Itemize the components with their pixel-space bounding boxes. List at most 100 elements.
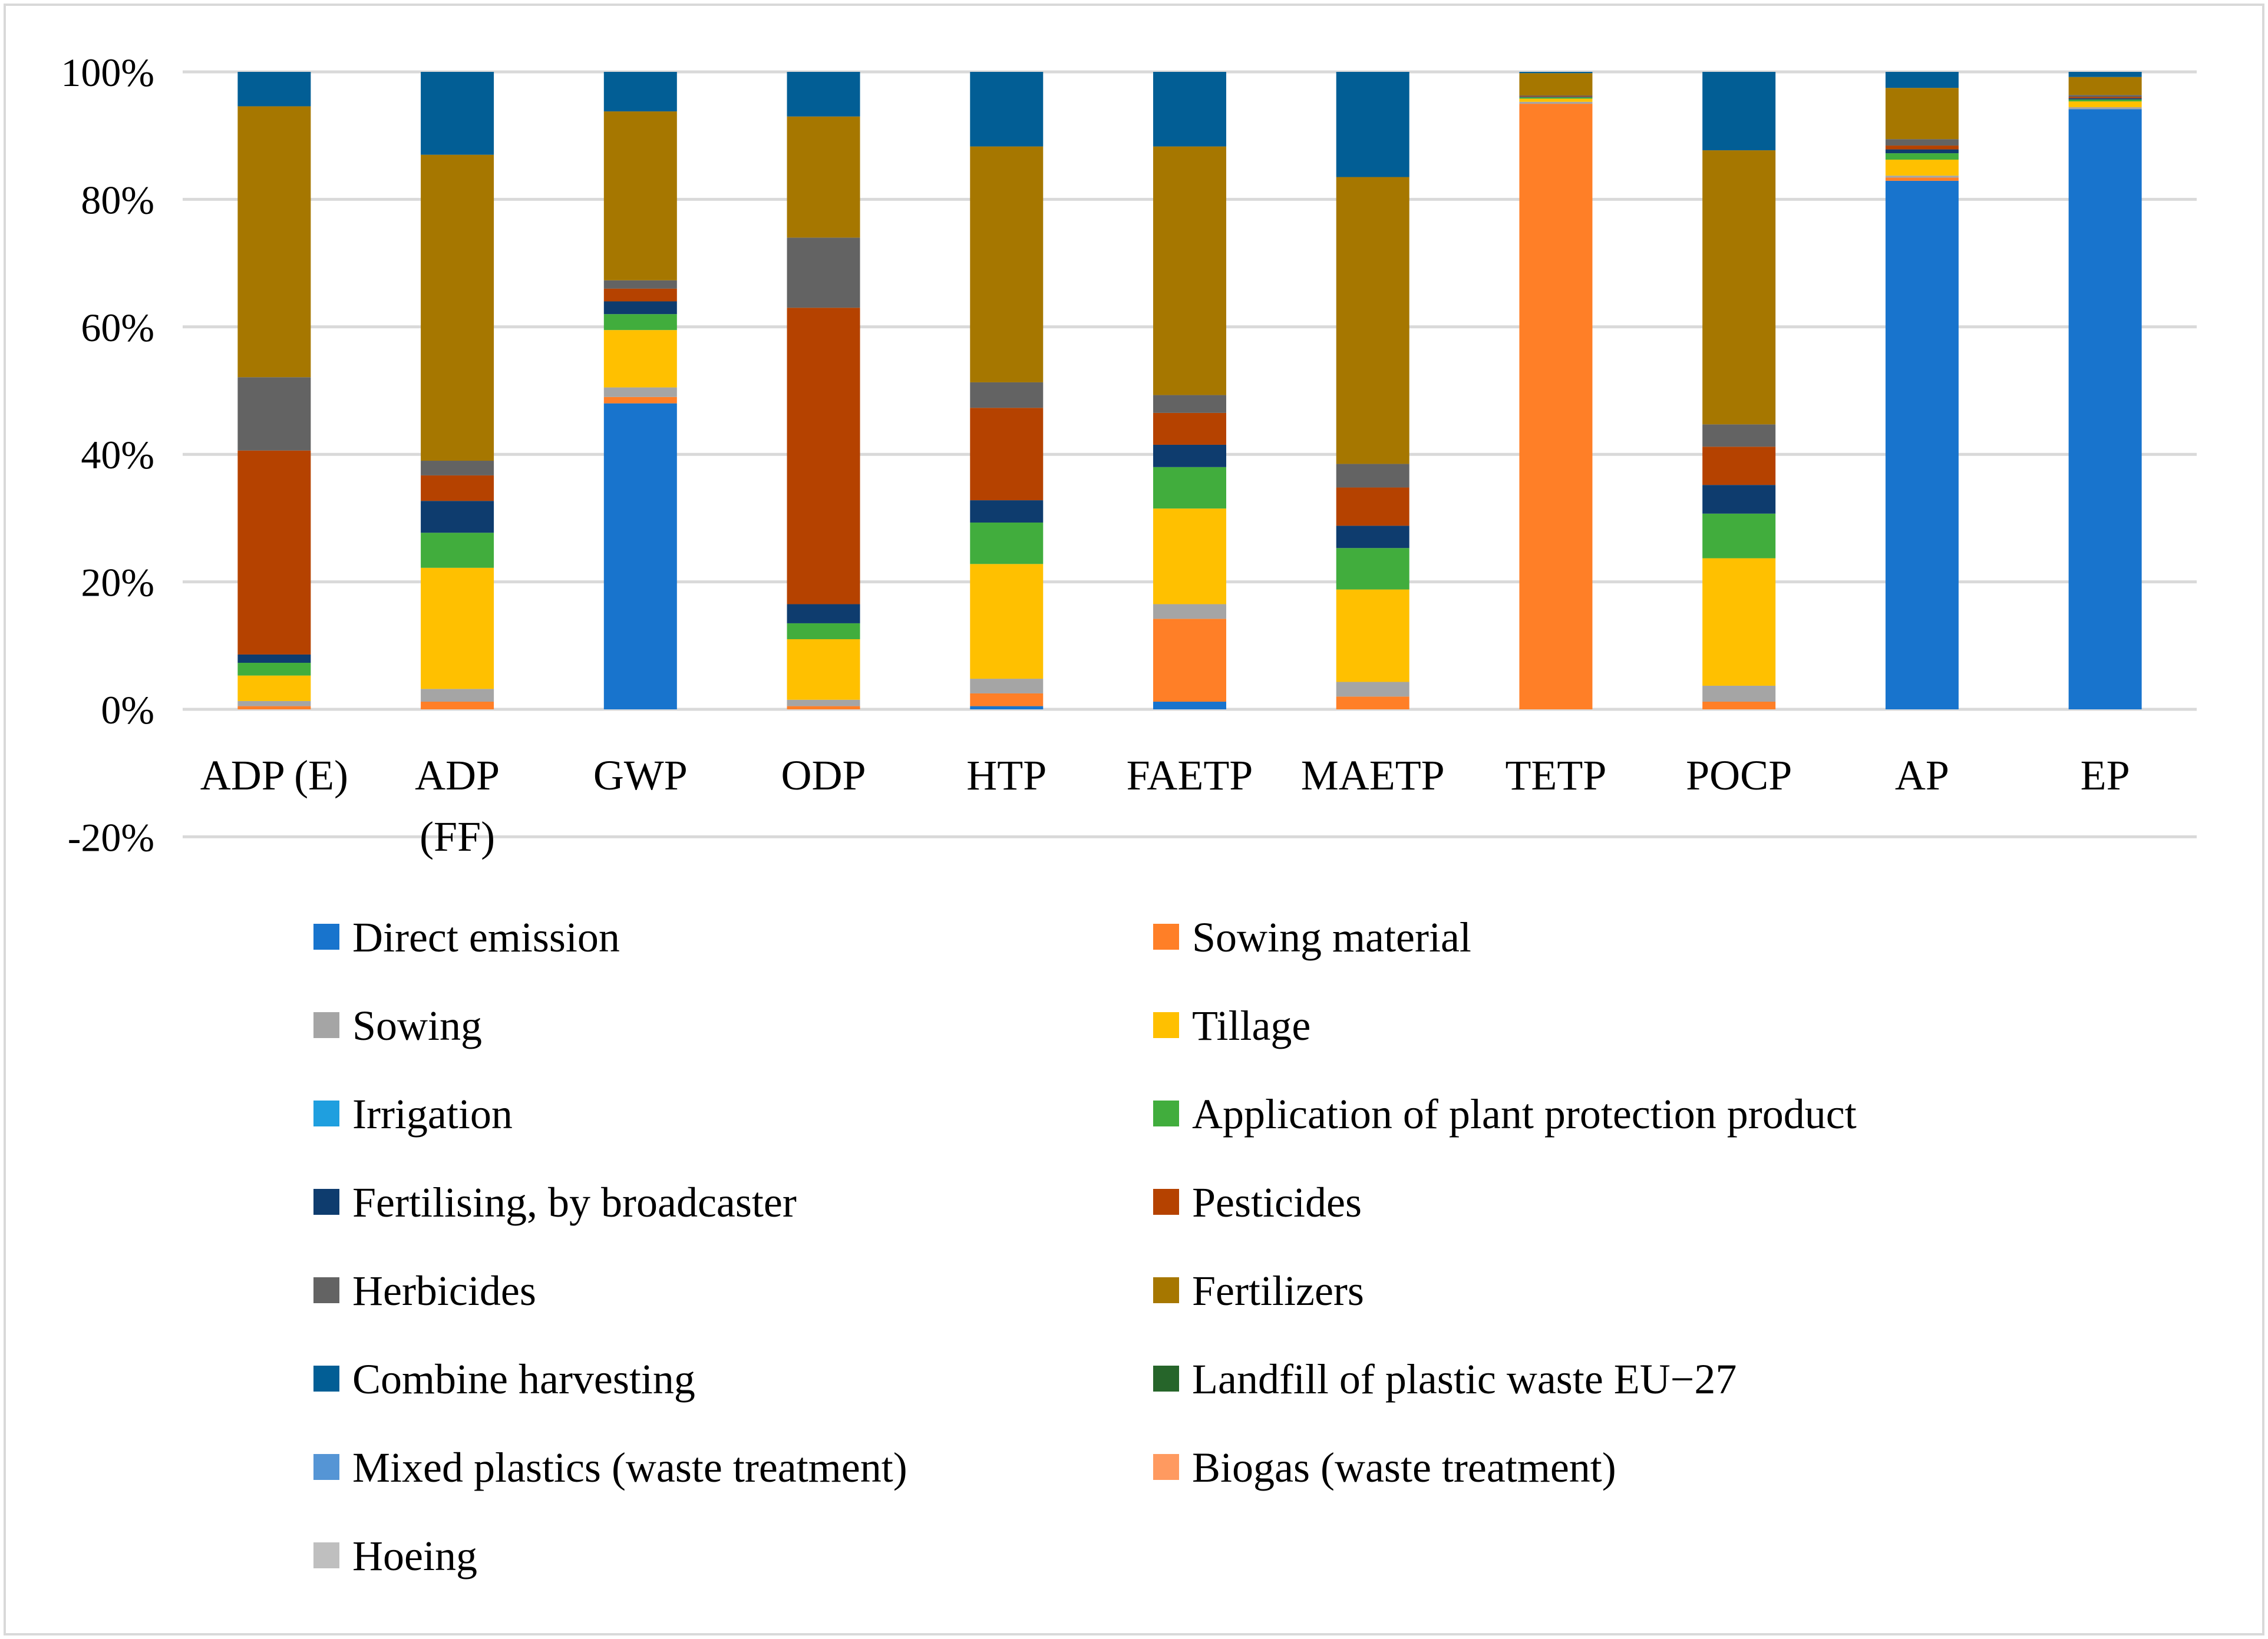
legend-label: Biogas (waste treatment) — [1192, 1444, 1616, 1491]
bar-segment — [1519, 98, 1593, 102]
y-tick-label: 20% — [81, 560, 154, 605]
bar-segment — [970, 408, 1044, 501]
bar-segment — [1885, 176, 1959, 178]
bar-segment — [603, 330, 677, 388]
bar-segment — [421, 501, 494, 533]
legend-item: Pesticides — [1153, 1179, 1362, 1226]
bar-segment — [1885, 180, 1959, 709]
legend-swatch — [1153, 1101, 1179, 1126]
legend-label: Combine harvesting — [352, 1356, 695, 1403]
legend-item: Fertilising, by broadcaster — [313, 1179, 797, 1226]
legend-swatch — [313, 1454, 339, 1480]
y-tick-label: 0% — [101, 688, 154, 732]
legend-swatch — [313, 1542, 339, 1568]
legend-label: Sowing material — [1192, 914, 1471, 961]
bar-segment — [421, 154, 494, 461]
bar-stack — [787, 72, 860, 709]
bar-segment — [2068, 98, 2142, 100]
x-category-label: MAETP — [1301, 752, 1445, 799]
bar-segment — [603, 111, 677, 280]
legend-item: Mixed plastics (waste treatment) — [313, 1444, 907, 1491]
legend-label: Fertilizers — [1192, 1267, 1364, 1314]
x-axis-categories: ADP (E) ADP (FF) GWP ODP HTP FAETP MAETP TETP POC… — [200, 752, 2130, 860]
legend-swatch — [313, 1277, 339, 1303]
bar-segment — [1153, 412, 1226, 445]
bar-segment — [787, 604, 860, 623]
bar-segment — [1153, 72, 1226, 147]
legend-item: Combine harvesting — [313, 1356, 695, 1403]
y-tick-label: 80% — [81, 177, 154, 222]
bar-segment — [603, 288, 677, 302]
legend: Direct emission Sowing material Sowing Till… — [313, 914, 1857, 1579]
bar-segment — [1153, 604, 1226, 619]
legend-label: Sowing — [352, 1002, 482, 1049]
bar-stack — [1153, 72, 1226, 709]
bar-segment — [1153, 702, 1226, 709]
bar-segment — [2068, 97, 2142, 98]
bar-segment — [237, 675, 311, 701]
legend-item: Landfill of plastic waste EU−27 — [1153, 1356, 1737, 1403]
bar-segment — [1153, 146, 1226, 395]
bar-segment — [237, 72, 311, 107]
bar-segment — [1519, 101, 1593, 104]
x-category-label: (FF) — [420, 813, 495, 860]
bar-segment — [1336, 696, 1409, 709]
bar-segment — [1336, 526, 1409, 548]
bar-segment — [2068, 95, 2142, 97]
x-category-label: GWP — [593, 752, 688, 799]
bar-segment — [970, 522, 1044, 564]
bar-segment — [421, 461, 494, 475]
legend-label: Irrigation — [352, 1091, 513, 1138]
bar-stack — [603, 72, 677, 709]
bar-segment — [970, 500, 1044, 523]
bar-segment — [1702, 685, 1776, 702]
legend-label: Landfill of plastic waste EU−27 — [1192, 1356, 1737, 1403]
bar-segment — [1153, 619, 1226, 702]
legend-item: Herbicides — [313, 1267, 536, 1314]
bar-segment — [787, 639, 860, 700]
legend-swatch — [313, 1012, 339, 1038]
bar-segment — [237, 663, 311, 676]
bar-segment — [1519, 104, 1593, 710]
bar-segment — [1336, 177, 1409, 464]
bar-segment — [2068, 77, 2142, 95]
bar-segment — [1153, 467, 1226, 509]
bars — [237, 72, 2142, 710]
legend-item: Hoeing — [313, 1532, 477, 1579]
bar-segment — [1885, 153, 1959, 160]
x-category-label: POCP — [1686, 752, 1792, 799]
bar-segment — [1702, 513, 1776, 559]
legend-item: Fertilizers — [1153, 1267, 1364, 1314]
legend-swatch — [1153, 1277, 1179, 1303]
bar-segment — [237, 106, 311, 378]
x-category-label: ADP (E) — [200, 752, 348, 799]
bar-segment — [1153, 508, 1226, 604]
bar-stack — [237, 72, 311, 709]
bar-stack — [970, 72, 1044, 709]
bar-segment — [237, 377, 311, 451]
x-category-label: EP — [2081, 752, 2130, 799]
bar-segment — [1885, 72, 1959, 88]
bar-segment — [1702, 447, 1776, 485]
bar-segment — [1885, 88, 1959, 140]
bar-segment — [970, 693, 1044, 706]
bar-segment — [237, 700, 311, 706]
bar-segment — [970, 382, 1044, 408]
y-axis-ticks: -20% 0% 20% 40% 60% 80% 100% — [61, 50, 154, 860]
legend-item: Sowing material — [1153, 914, 1471, 961]
legend-swatch — [313, 1366, 339, 1392]
bar-segment — [1519, 97, 1593, 99]
legend-item: Sowing — [313, 1002, 482, 1049]
bar-segment — [1336, 548, 1409, 590]
legend-swatch — [1153, 1454, 1179, 1480]
bar-segment — [787, 72, 860, 117]
x-category-label: AP — [1895, 752, 1949, 799]
bar-segment — [787, 623, 860, 639]
legend-label: Hoeing — [352, 1532, 477, 1579]
bar-stack — [1702, 72, 1776, 709]
bar-segment — [787, 116, 860, 238]
legend-label: Direct emission — [352, 914, 620, 961]
bar-segment — [2068, 72, 2142, 77]
